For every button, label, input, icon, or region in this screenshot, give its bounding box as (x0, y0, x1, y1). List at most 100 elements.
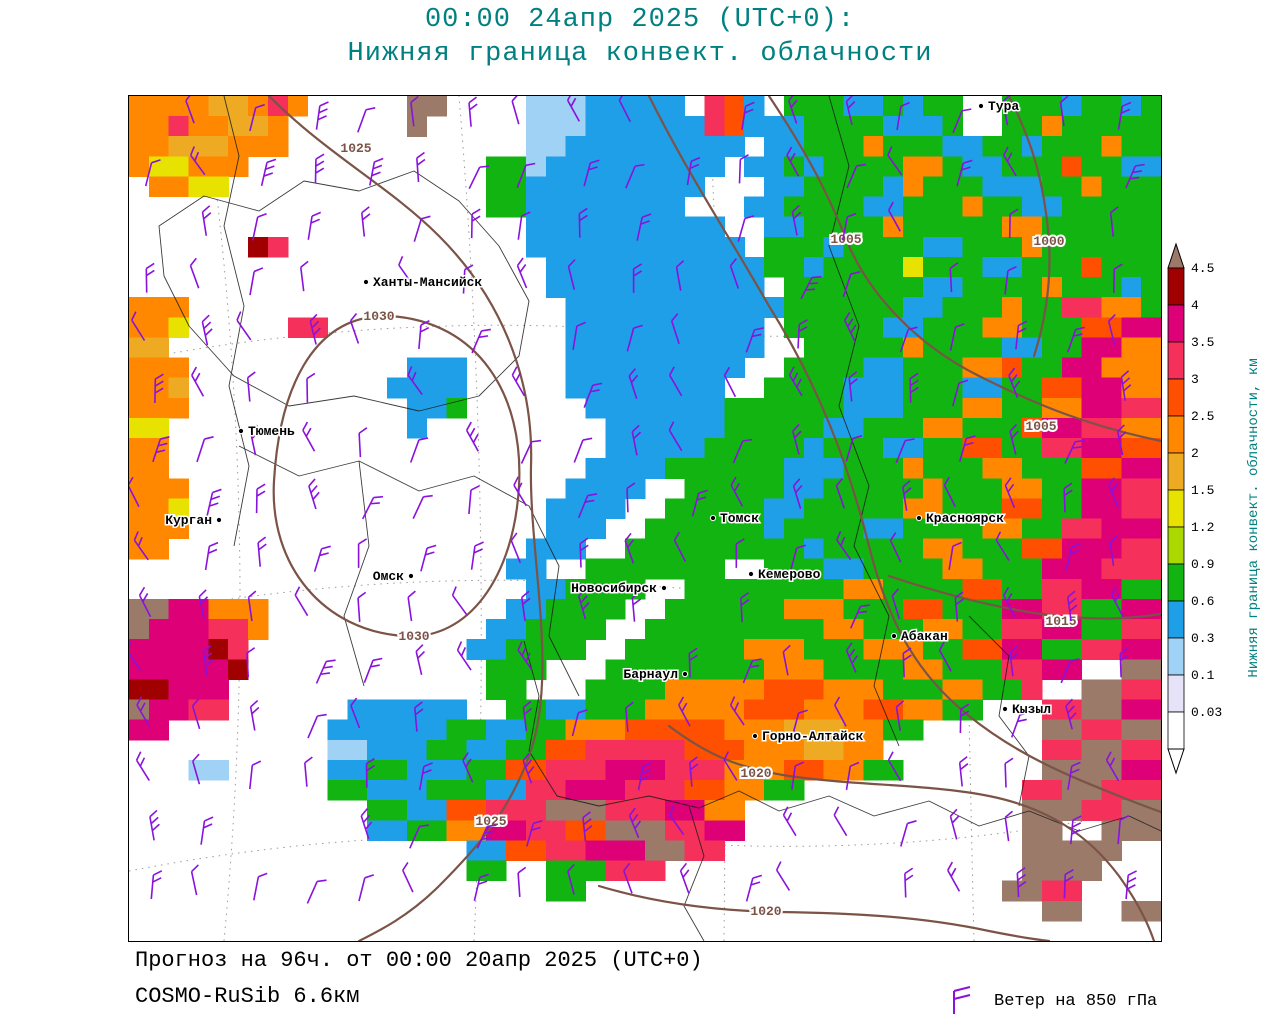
legend-arrow-bottom (1167, 748, 1185, 775)
color-scale-bar: 4.5 4 3.5 3 2.5 2 1.5 1.2 0.9 0.6 0.3 0.1 0.03 (1167, 242, 1222, 775)
isobar-line (767, 96, 1161, 443)
cloud-base-raster (129, 96, 1161, 922)
isobar-line (267, 96, 544, 941)
city-markers: Тура Ханты-Мансийск Тюмень Курган Омск Новоси… (164, 98, 1053, 746)
isobar-label: 1015 (1045, 614, 1076, 629)
wind-legend-label: Ветер на 850 гПа (994, 991, 1158, 1011)
city-label: Новосибирск (571, 581, 657, 596)
isobar-label: 1020 (740, 766, 771, 781)
legend-axis-title: Нижняя граница конвект. облачности, км (1246, 358, 1262, 678)
city-label: Томск (720, 511, 759, 526)
legend-tick-label: 1.5 (1191, 483, 1214, 498)
admin-border (158, 170, 530, 412)
city-label: Горно-Алтайск (762, 729, 864, 744)
isobar-label: 1005 (1025, 419, 1056, 434)
admin-border (523, 640, 1161, 832)
isobar-label: 1000 (1033, 234, 1064, 249)
legend-band (1167, 600, 1185, 639)
model-caption: COSMO-RuSib 6.6км (135, 984, 360, 1009)
legend-band (1167, 452, 1185, 491)
city-label: Тюмень (248, 424, 295, 439)
isobar-line (667, 724, 1156, 941)
legend-tick-label: 3 (1191, 372, 1199, 387)
legend-tick-label: 0.1 (1191, 668, 1215, 683)
legend-band (1167, 674, 1185, 713)
title-parameter: Нижняя граница конвект. облачности (347, 38, 933, 69)
admin-border (683, 805, 705, 941)
legend-band (1167, 563, 1185, 602)
city-dot (915, 514, 923, 522)
graticule-line (458, 96, 482, 941)
isobar-label: 1020 (750, 904, 781, 919)
legend-tick-label: 0.9 (1191, 557, 1214, 572)
legend-arrow-top (1167, 242, 1185, 269)
legend-band (1167, 415, 1185, 454)
city-label: Ханты-Мансийск (373, 275, 482, 290)
legend-band (1167, 526, 1185, 565)
city-dot (709, 514, 717, 522)
legend-tick-label: 4.5 (1191, 261, 1214, 276)
city-dot (407, 572, 415, 580)
isobar-label: 1025 (475, 814, 506, 829)
legend-band (1167, 304, 1185, 343)
city-label: Абакан (901, 629, 948, 644)
city-label: Омск (373, 569, 404, 584)
wind-legend: Ветер на 850 гПа (948, 986, 1157, 1016)
admin-border (968, 615, 1030, 807)
city-label: Красноярск (926, 511, 1004, 526)
isobar-line (597, 884, 1051, 941)
city-dot (747, 570, 755, 578)
weather-map: 1025 1030 1030 1025 1005 1000 1005 1015 1020 1020… (128, 95, 1162, 942)
title-datetime: 00:00 24апр 2025 (UTC+0): (424, 5, 856, 35)
city-dot (681, 670, 689, 678)
legend-band (1167, 267, 1185, 306)
legend-tick-label: 4 (1191, 298, 1199, 313)
legend-tick-label: 0.03 (1191, 705, 1222, 720)
isobar-label: 1030 (398, 629, 429, 644)
isobar-labels: 1025 1030 1030 1025 1005 1000 1005 1015 1020 1020 (338, 139, 1078, 921)
legend-band (1167, 489, 1185, 528)
isobar-lines (267, 96, 1161, 941)
isobar-line (1007, 96, 1051, 358)
isobar-line (272, 314, 521, 638)
legend-tick-label: 2 (1191, 446, 1199, 461)
city-dot (237, 427, 245, 435)
city-dot (751, 732, 759, 740)
admin-border (238, 445, 580, 697)
legend-tick-label: 0.3 (1191, 631, 1214, 646)
legend-tick-label: 1.2 (1191, 520, 1214, 535)
legend-band (1167, 711, 1185, 750)
legend-band (1167, 637, 1185, 676)
city-dot (660, 584, 668, 592)
legend-tick-label: 0.6 (1191, 594, 1214, 609)
isobar-label: 1030 (363, 309, 394, 324)
wind-barb-icon (953, 986, 971, 1014)
page-title: 00:00 24апр 2025 (UTC+0): Нижняя граница… (0, 4, 1280, 72)
city-label: Барнаул (623, 667, 678, 682)
admin-border (223, 96, 250, 547)
admin-borders (158, 96, 1161, 941)
city-label: Курган (165, 513, 212, 528)
city-dot (215, 516, 223, 524)
color-scale-legend: 4.5 4 3.5 3 2.5 2 1.5 1.2 0.9 0.6 0.3 0.1 0.03 (1162, 240, 1262, 790)
admin-border (828, 96, 900, 747)
legend-band (1167, 378, 1185, 417)
isobar-line (647, 96, 1161, 814)
city-label: Кызыл (1012, 702, 1051, 717)
city-dot (890, 632, 898, 640)
legend-tick-label: 3.5 (1191, 335, 1214, 350)
legend-tick-label: 2.5 (1191, 409, 1214, 424)
city-dot (362, 278, 370, 286)
isobar-line (887, 574, 1161, 620)
admin-border (343, 460, 370, 687)
isobar-label: 1025 (340, 141, 371, 156)
weather-map-canvas: 1025 1030 1030 1025 1005 1000 1005 1015 1020 1020… (129, 96, 1161, 941)
isobar-label: 1005 (830, 232, 861, 247)
city-label: Тура (988, 99, 1019, 114)
city-label: Кемерово (758, 567, 821, 582)
city-dot (1001, 705, 1009, 713)
city-dot (977, 102, 985, 110)
wind-barb-field (129, 96, 1145, 904)
legend-band (1167, 341, 1185, 380)
forecast-caption: Прогноз на 96ч. от 00:00 20апр 2025 (UTC… (135, 948, 703, 973)
